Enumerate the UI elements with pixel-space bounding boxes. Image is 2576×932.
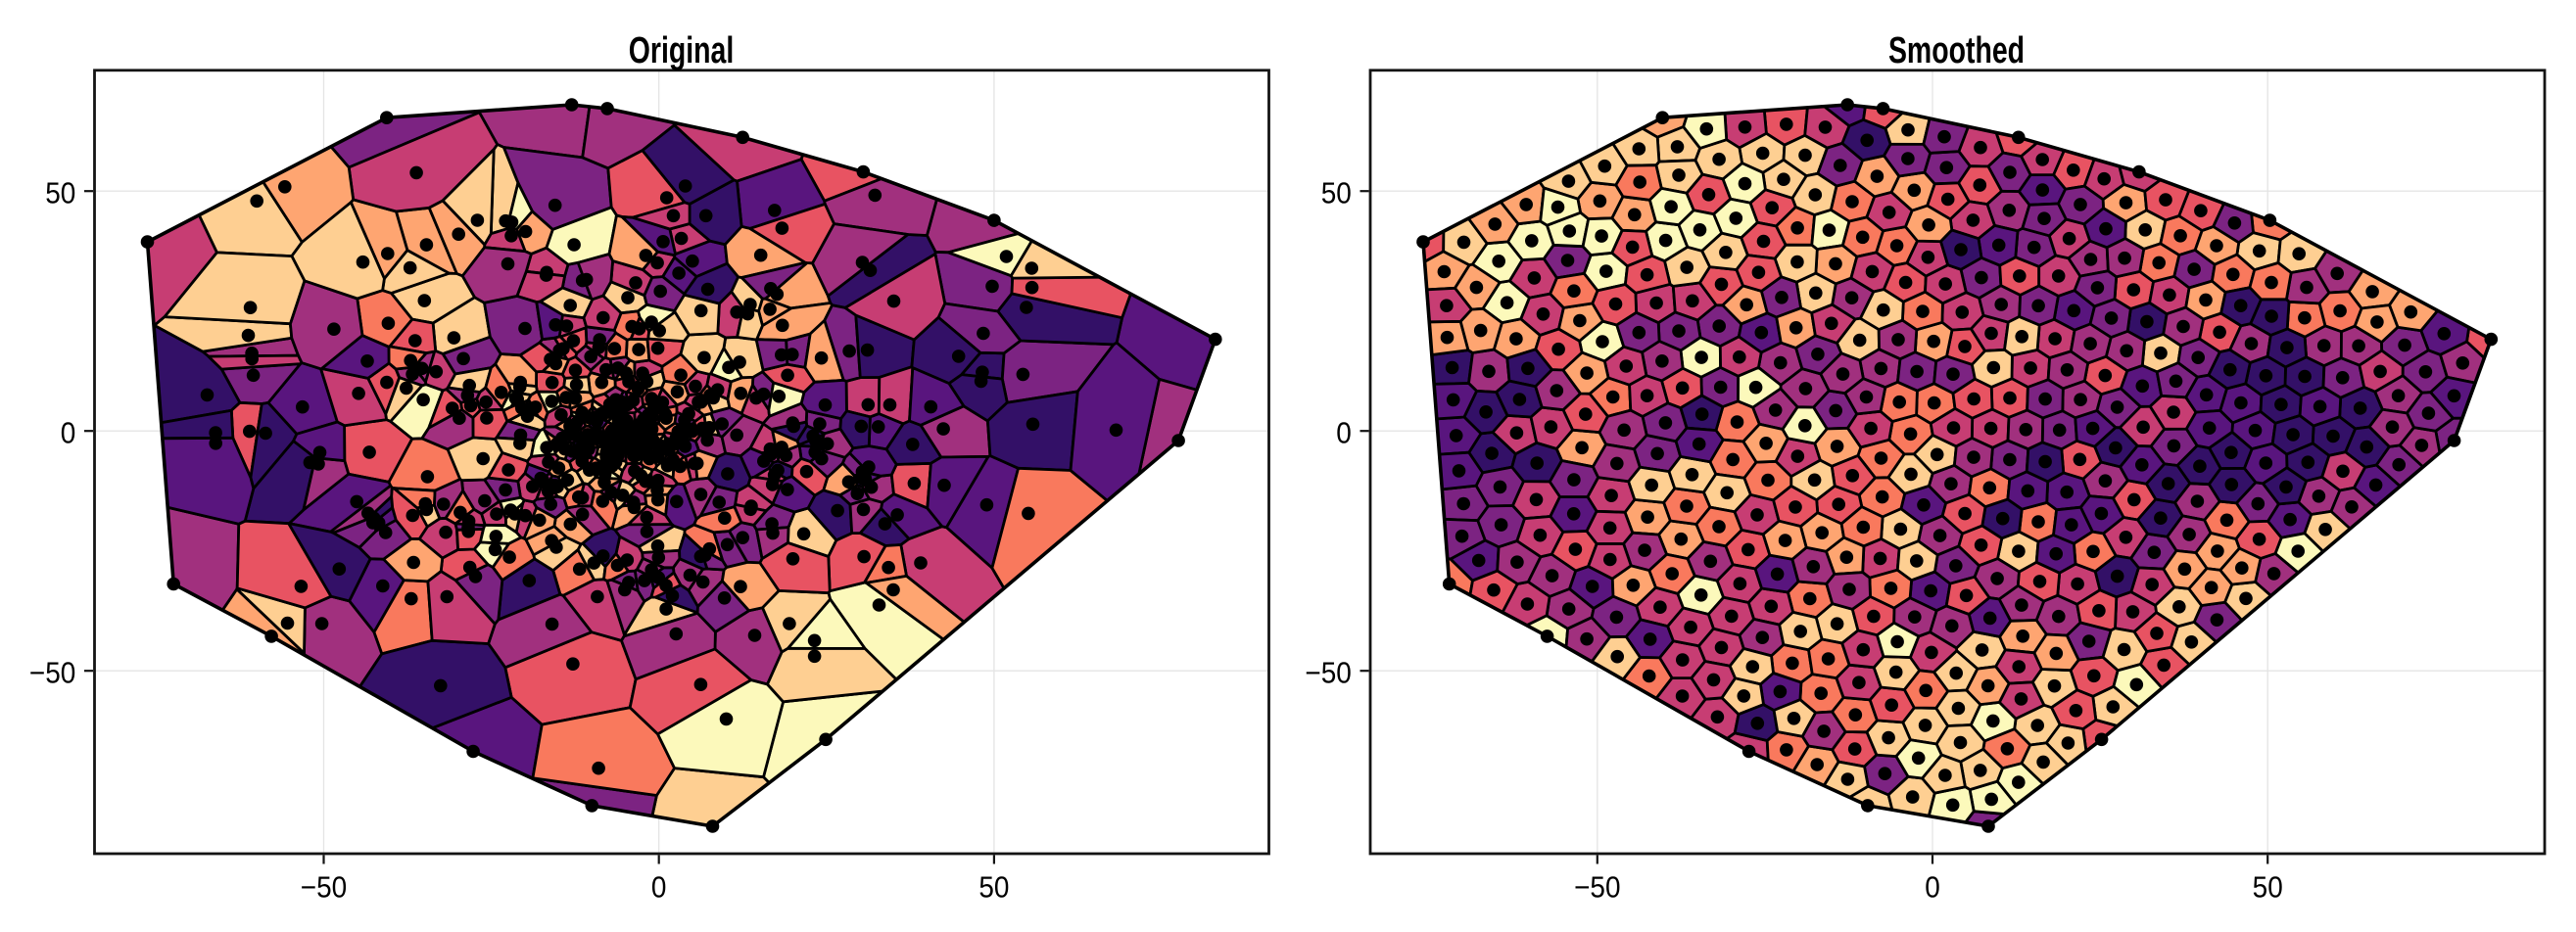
svg-text:0: 0	[1925, 870, 1940, 905]
svg-text:50: 50	[1321, 176, 1352, 210]
svg-text:−50: −50	[301, 870, 347, 905]
svg-text:0: 0	[1336, 416, 1352, 450]
svg-text:−50: −50	[1305, 656, 1351, 690]
svg-text:50: 50	[2253, 870, 2283, 905]
svg-text:−50: −50	[1574, 870, 1620, 905]
svg-text:0: 0	[61, 416, 76, 450]
svg-text:Smoothed: Smoothed	[1888, 30, 2025, 71]
svg-text:50: 50	[978, 870, 1009, 905]
svg-text:0: 0	[651, 870, 667, 905]
svg-text:Original: Original	[629, 30, 734, 71]
svg-text:−50: −50	[29, 656, 75, 690]
svg-text:50: 50	[45, 176, 75, 210]
